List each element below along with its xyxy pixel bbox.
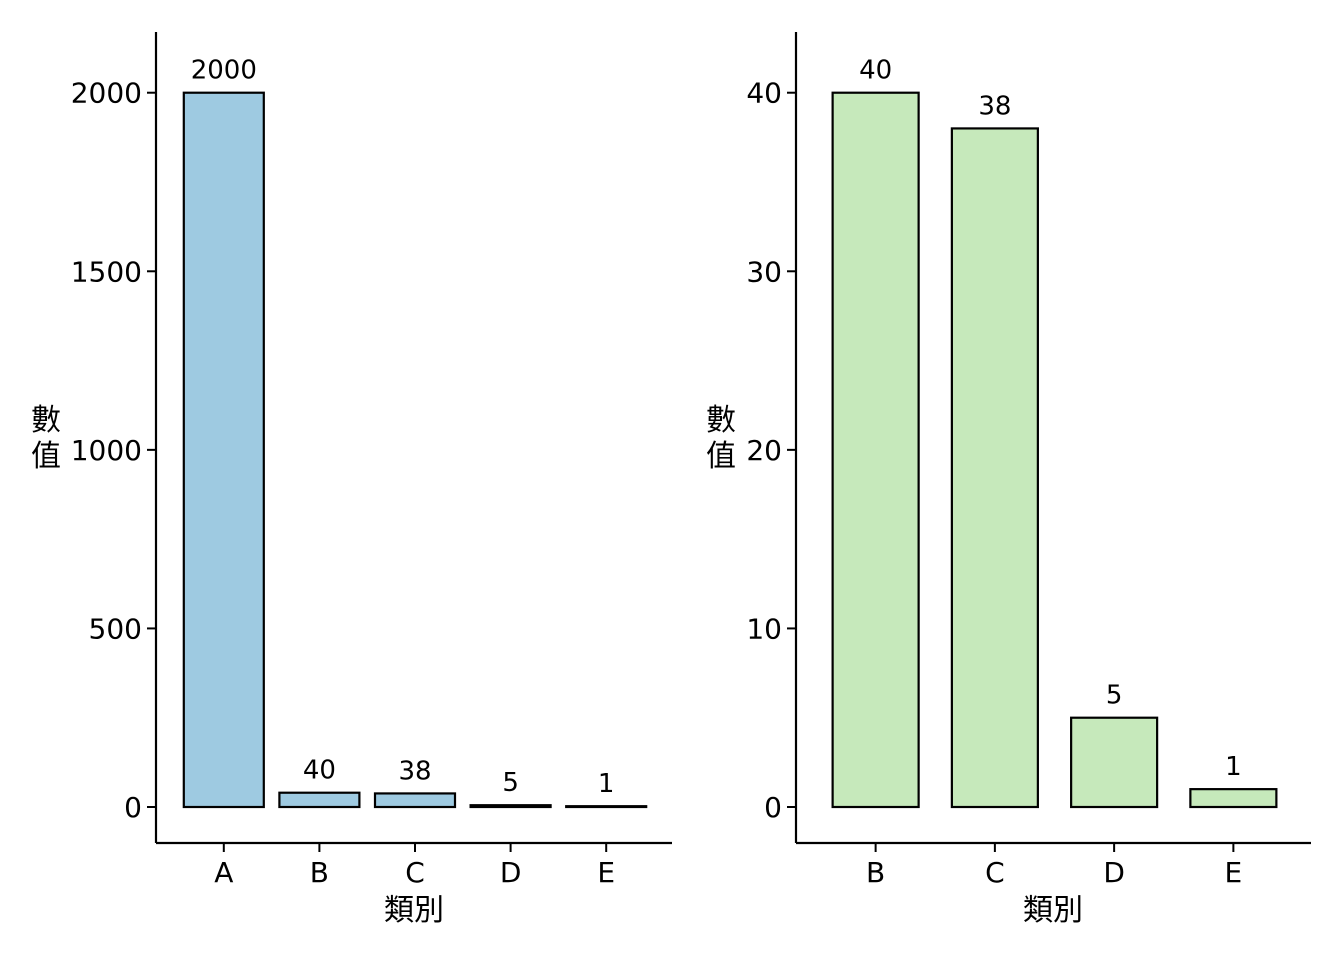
bar-E bbox=[1189, 788, 1278, 809]
y-tick-label: 30 bbox=[746, 255, 782, 288]
data-label: 40 bbox=[859, 56, 892, 86]
x-tick-label: D bbox=[1103, 856, 1125, 889]
x-axis-title: 類別 bbox=[1023, 893, 1083, 928]
data-label: 38 bbox=[978, 91, 1011, 121]
bar-B bbox=[831, 91, 920, 809]
y-tick-label: 0 bbox=[124, 791, 142, 824]
y-tick-label: 500 bbox=[89, 612, 142, 645]
y-axis-title-line2: 值 bbox=[31, 439, 61, 474]
x-tick-label: E bbox=[1225, 856, 1243, 889]
x-tick-label: D bbox=[500, 856, 522, 889]
y-axis-title-line1: 數 bbox=[31, 403, 61, 438]
y-tick-label: 2000 bbox=[71, 77, 142, 110]
y-tick-label: 1500 bbox=[71, 255, 142, 288]
x-tick-label: B bbox=[866, 856, 885, 889]
bar-A bbox=[182, 91, 265, 809]
x-tick-label: A bbox=[214, 856, 233, 889]
bar-C bbox=[373, 792, 457, 809]
y-tick-label: 20 bbox=[746, 434, 782, 467]
x-tick-label: E bbox=[597, 856, 615, 889]
x-tick-label: C bbox=[405, 856, 425, 889]
y-tick-label: 0 bbox=[764, 791, 782, 824]
data-label: 38 bbox=[398, 756, 431, 786]
data-label: 40 bbox=[303, 756, 336, 786]
data-label: 1 bbox=[598, 769, 615, 799]
bar-B bbox=[278, 791, 361, 809]
data-label: 1 bbox=[1225, 752, 1242, 782]
y-tick-label: 40 bbox=[746, 77, 782, 110]
bar-D bbox=[1070, 716, 1159, 809]
bar-D bbox=[469, 804, 552, 809]
y-axis-title-line1: 數 bbox=[706, 403, 736, 438]
data-label: 5 bbox=[1106, 681, 1123, 711]
data-label: 5 bbox=[502, 768, 519, 798]
x-tick-label: C bbox=[985, 856, 1005, 889]
bar-C bbox=[950, 127, 1039, 809]
bar-E bbox=[565, 805, 648, 809]
y-tick-label: 10 bbox=[746, 612, 782, 645]
x-tick-label: B bbox=[310, 856, 329, 889]
y-tick-label: 1000 bbox=[71, 434, 142, 467]
data-label: 2000 bbox=[191, 56, 257, 86]
x-axis-title: 類別 bbox=[384, 893, 444, 928]
y-axis-title-line2: 值 bbox=[706, 439, 736, 474]
